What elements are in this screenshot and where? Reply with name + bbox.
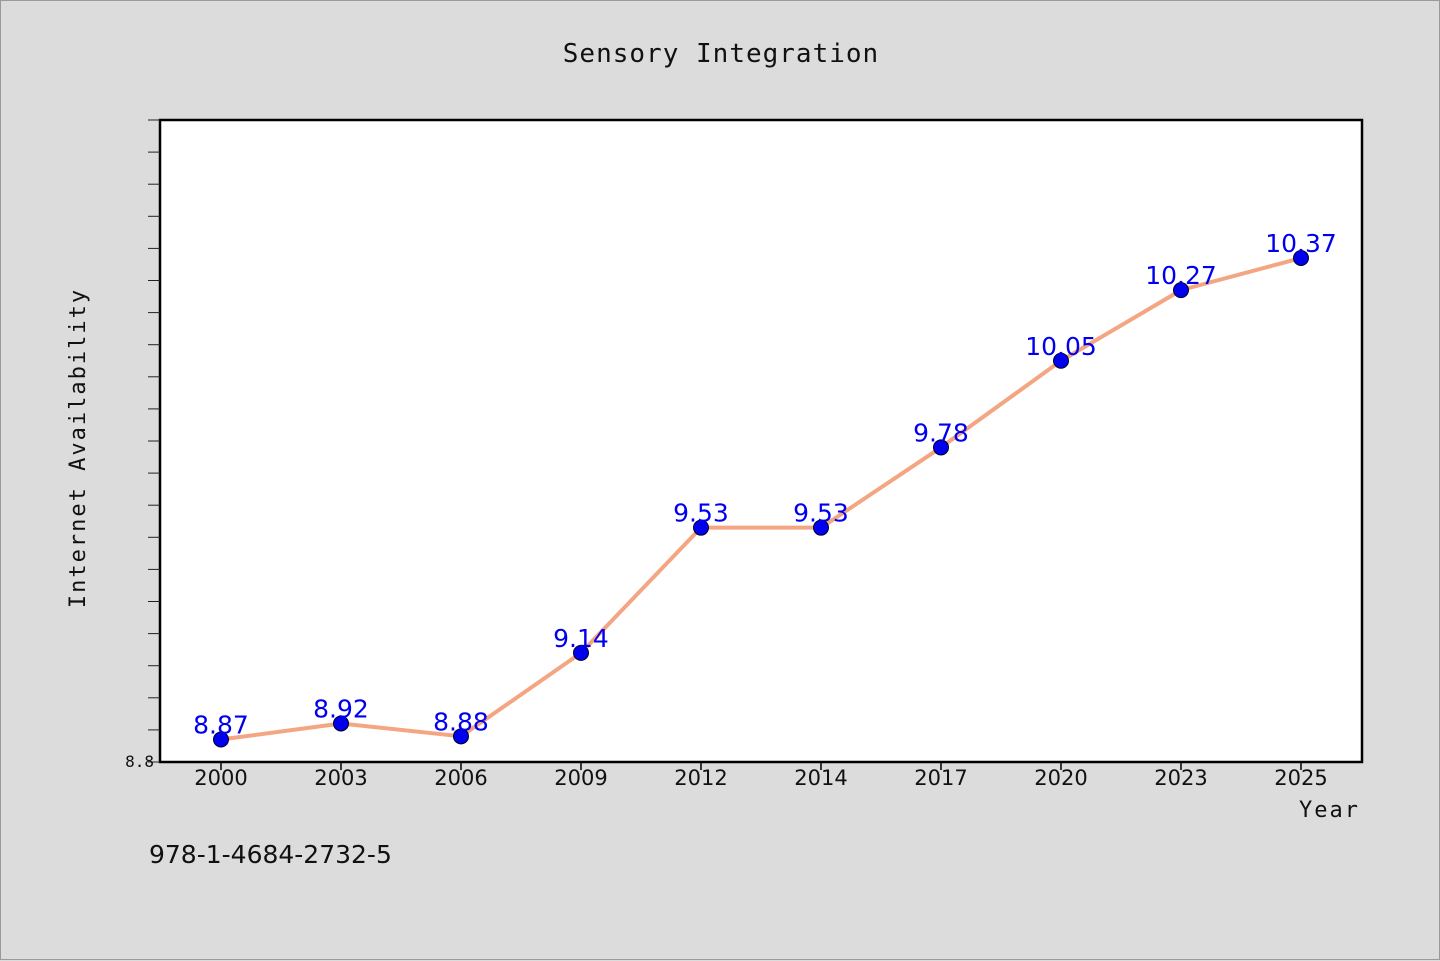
- x-axis-ticks: [220, 762, 1302, 770]
- data-label: 8.92: [313, 694, 369, 723]
- data-point: [933, 439, 949, 456]
- data-point: [333, 715, 349, 732]
- x-tick-label: 2003: [314, 766, 367, 790]
- x-tick-label: 2000: [194, 766, 247, 790]
- data-label: 9.53: [673, 499, 729, 528]
- data-point: [1173, 282, 1189, 299]
- x-tick-label: 2009: [554, 766, 607, 790]
- data-point: [1053, 352, 1069, 369]
- data-label: 9.14: [553, 624, 609, 653]
- x-tick-label: 2014: [794, 766, 847, 790]
- y-axis-tick-labels: 8.8: [125, 752, 154, 771]
- x-tick-label: 2025: [1274, 766, 1327, 790]
- y-tick-label: 8.8: [125, 752, 154, 771]
- data-label: 8.88: [433, 707, 489, 736]
- data-label: 10.27: [1145, 261, 1217, 290]
- isbn-text: 978-1-4684-2732-5: [149, 840, 392, 869]
- data-point: [813, 519, 829, 536]
- x-axis-tick-labels: 2000 2003 2006 2009 2012 2014 2017 2020 2023 2025: [194, 766, 1327, 790]
- x-tick-label: 2006: [434, 766, 487, 790]
- series-markers: [213, 250, 1309, 748]
- data-labels: 8.87 8.92 8.88 9.14 9.53 9.53 9.78 10.05 10.27 10…: [193, 229, 1337, 740]
- y-axis-ticks: [148, 119, 160, 763]
- data-label: 8.87: [193, 711, 249, 740]
- series-line-layer: [220, 256, 1302, 742]
- data-point: [573, 644, 589, 661]
- data-label: 9.78: [913, 418, 969, 447]
- x-tick-label: 2020: [1034, 766, 1087, 790]
- data-point: [213, 731, 229, 748]
- data-label: 10.37: [1265, 229, 1337, 258]
- data-point: [453, 728, 469, 745]
- chart-title: Sensory Integration: [563, 39, 879, 69]
- x-tick-label: 2017: [914, 766, 967, 790]
- x-tick-label: 2012: [674, 766, 727, 790]
- data-point: [693, 519, 709, 536]
- x-tick-label: 2023: [1154, 766, 1207, 790]
- y-axis-label: Internet Availability: [66, 288, 91, 608]
- plot-area: [158, 118, 1364, 764]
- x-axis-label: Year: [1299, 798, 1360, 823]
- data-point: [1293, 250, 1309, 267]
- series-line: [220, 256, 1302, 742]
- data-label: 10.05: [1025, 332, 1097, 361]
- data-label: 9.53: [793, 499, 849, 528]
